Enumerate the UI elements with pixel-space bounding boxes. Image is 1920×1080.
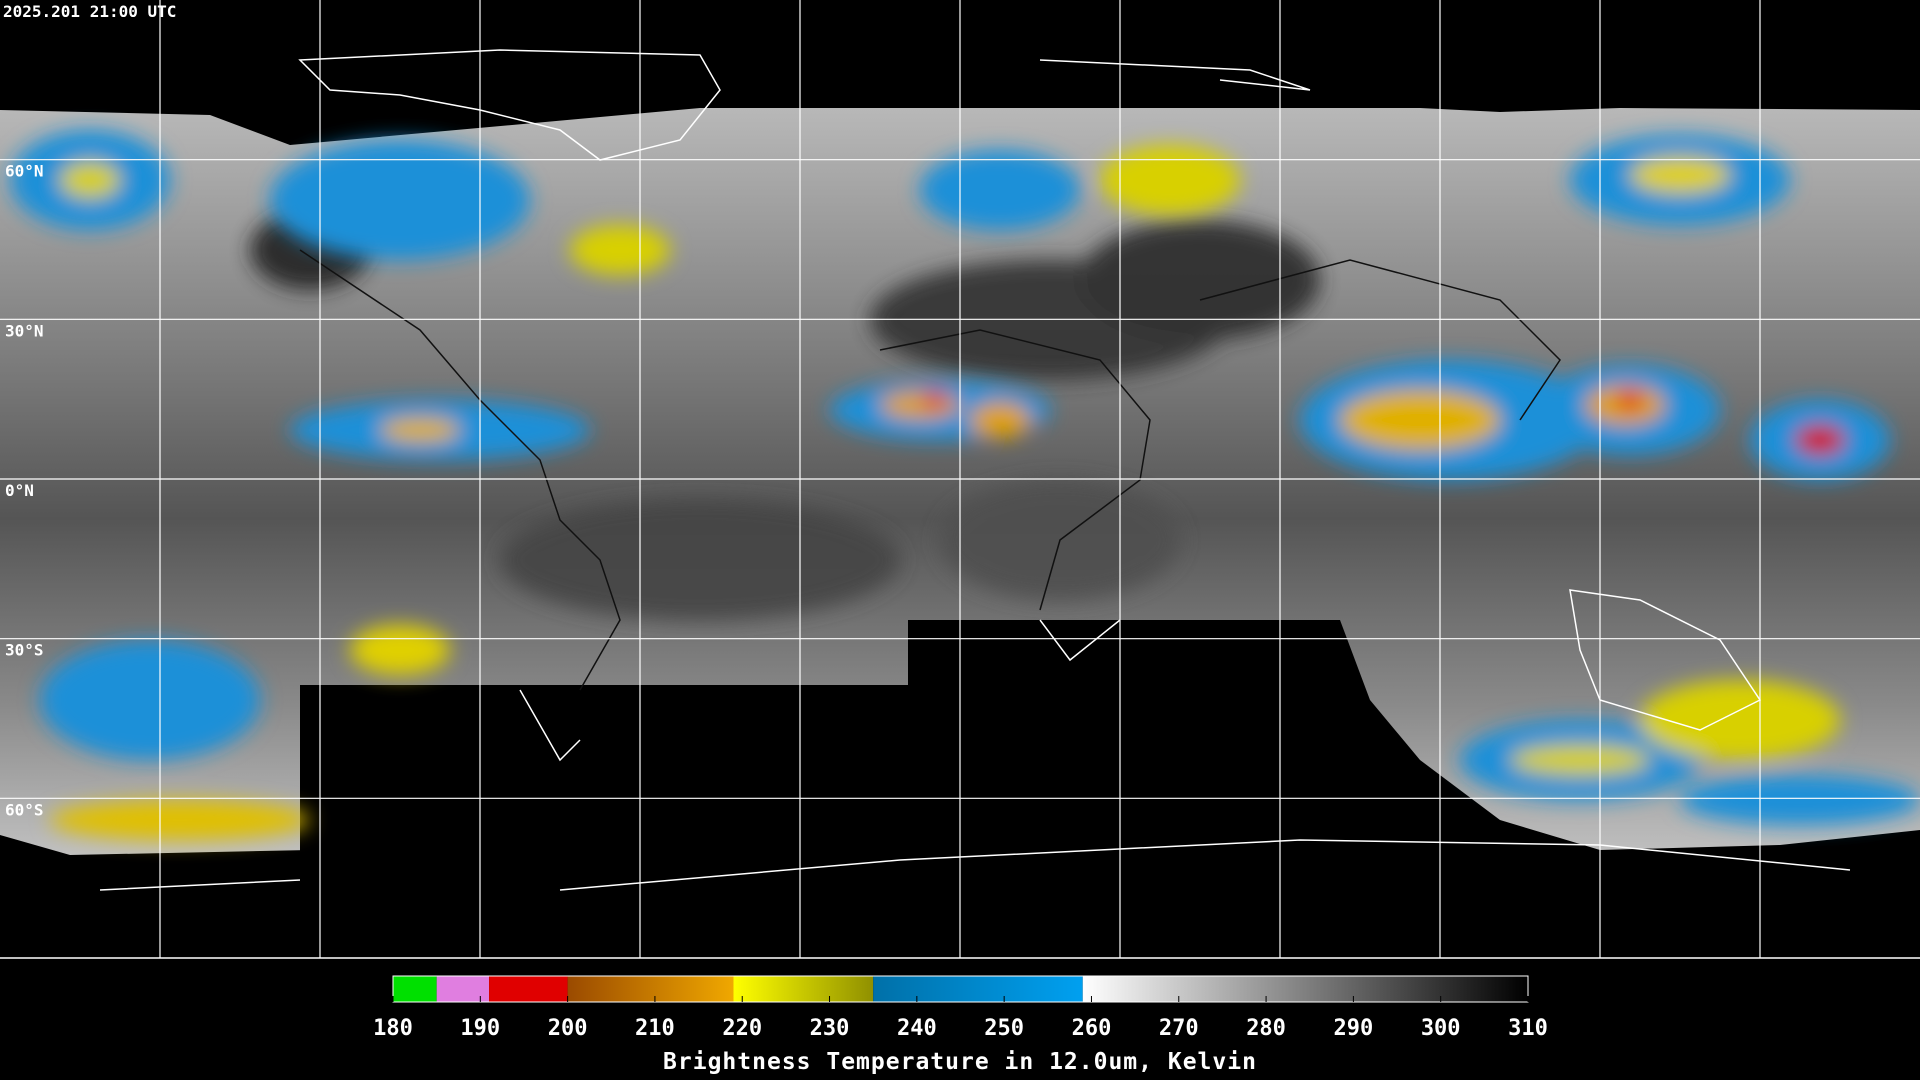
latitude-label: 60°S xyxy=(5,800,44,819)
colorbar-segment xyxy=(489,976,568,1002)
colorbar-tick-label: 190 xyxy=(460,1016,500,1041)
colorbar-segment xyxy=(733,976,874,1002)
colorbar-tick-label: 270 xyxy=(1159,1016,1199,1041)
colorbar-tick-label: 310 xyxy=(1508,1016,1548,1041)
colorbar-segment xyxy=(873,976,1083,1002)
colorbar-tick-label: 260 xyxy=(1072,1016,1112,1041)
colorbar-tick-label: 200 xyxy=(548,1016,588,1041)
colorbar-segment xyxy=(567,976,734,1002)
colorbar-tick-label: 300 xyxy=(1421,1016,1461,1041)
colorbar-frame xyxy=(392,975,1529,1003)
colorbar-segment xyxy=(436,976,490,1002)
latitude-label: 0°N xyxy=(5,481,34,500)
latitude-label: 30°S xyxy=(5,641,44,660)
colorbar-title: Brightness Temperature in 12.0um, Kelvin xyxy=(663,1049,1257,1075)
timestamp: 2025.201 21:00 UTC xyxy=(3,2,176,21)
colorbar-segment xyxy=(393,976,437,1002)
colorbar-tick-label: 250 xyxy=(984,1016,1024,1041)
colorbar-tick-label: 180 xyxy=(373,1016,413,1041)
colorbar-tick-label: 210 xyxy=(635,1016,675,1041)
colorbar-tick-label: 230 xyxy=(810,1016,850,1041)
latitude-label: 60°N xyxy=(5,162,44,181)
colorbar-tick-label: 280 xyxy=(1246,1016,1286,1041)
graticule xyxy=(0,0,1920,958)
colorbar-segment xyxy=(1082,976,1528,1002)
colorbar-tick-label: 240 xyxy=(897,1016,937,1041)
colorbar-tick-label: 220 xyxy=(722,1016,762,1041)
latitude-label: 30°N xyxy=(5,321,44,340)
colorbar-tick-label: 290 xyxy=(1334,1016,1374,1041)
